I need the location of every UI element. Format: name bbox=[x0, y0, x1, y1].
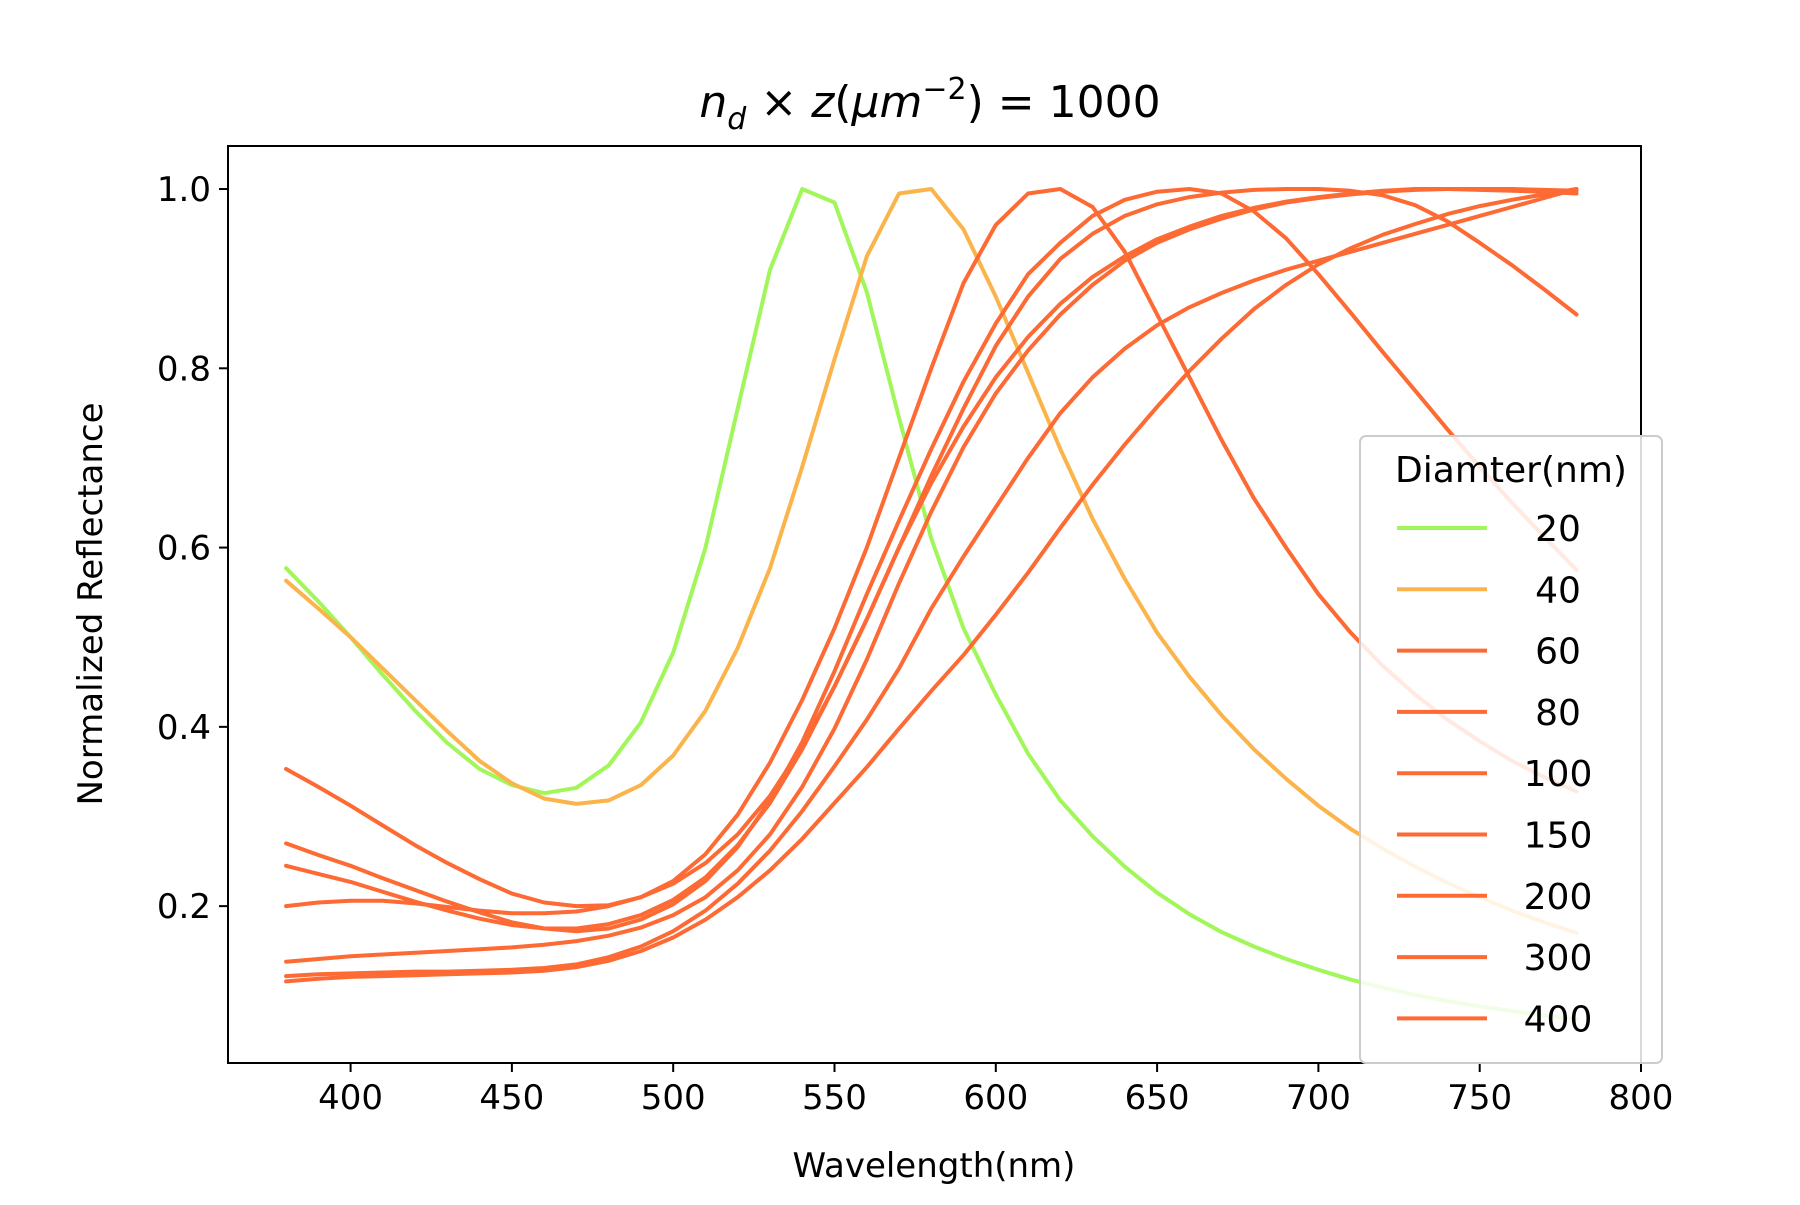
series-line-300 bbox=[284, 187, 1579, 979]
legend-item-20: 20 bbox=[1397, 509, 1581, 550]
x-tick-label: 600 bbox=[963, 1078, 1028, 1118]
legend-item-40: 40 bbox=[1397, 570, 1581, 611]
x-tick-label: 500 bbox=[641, 1078, 706, 1118]
legend-label: 60 bbox=[1535, 632, 1581, 673]
legend-label: 200 bbox=[1524, 877, 1593, 918]
x-tick-label: 400 bbox=[318, 1078, 383, 1118]
legend-label: 150 bbox=[1524, 816, 1593, 857]
chart-title: nd × z(μm−2) = 1000 bbox=[699, 72, 1160, 137]
legend-item-300: 300 bbox=[1397, 938, 1592, 979]
legend-label: 300 bbox=[1524, 938, 1593, 979]
legend-label: 20 bbox=[1535, 509, 1581, 550]
legend-title: Diamter(nm) bbox=[1395, 450, 1627, 491]
y-axis-label: Normalized Reflectance bbox=[71, 403, 111, 806]
y-tick-label: 0.2 bbox=[157, 887, 211, 927]
y-tick-label: 0.4 bbox=[157, 708, 211, 748]
series-line-80 bbox=[284, 187, 1579, 934]
x-tick-label: 650 bbox=[1125, 1078, 1190, 1118]
legend: Diamter(nm) 20 40 60 80 100 150 200 300 400 bbox=[1359, 435, 1663, 1064]
legend-item-80: 80 bbox=[1397, 693, 1581, 734]
legend-item-150: 150 bbox=[1397, 816, 1592, 857]
y-tick-label: 0.8 bbox=[157, 349, 211, 389]
series-line-200 bbox=[284, 187, 1579, 964]
x-tick-label: 450 bbox=[479, 1078, 544, 1118]
x-tick-label: 700 bbox=[1286, 1078, 1351, 1118]
x-tick-label: 750 bbox=[1447, 1078, 1512, 1118]
legend-item-400: 400 bbox=[1397, 999, 1592, 1040]
legend-label: 100 bbox=[1524, 754, 1593, 795]
series-layer bbox=[284, 187, 1579, 1022]
legend-box bbox=[1359, 435, 1663, 1064]
y-tick-label: 0.6 bbox=[157, 529, 211, 569]
legend-label: 80 bbox=[1535, 693, 1581, 734]
y-tick-label: 1.0 bbox=[157, 170, 211, 210]
legend-item-100: 100 bbox=[1397, 754, 1592, 795]
legend-label: 40 bbox=[1535, 570, 1581, 611]
legend-item-200: 200 bbox=[1397, 877, 1592, 918]
x-tick-label: 800 bbox=[1609, 1078, 1674, 1118]
x-axis-ticks: 400 450 500 550 600 650 700 750 800 bbox=[318, 1063, 1673, 1118]
x-axis-label: Wavelength(nm) bbox=[793, 1146, 1076, 1186]
legend-label: 400 bbox=[1524, 999, 1593, 1040]
y-axis-ticks: 0.2 0.4 0.6 0.8 1.0 bbox=[157, 170, 228, 927]
series-line-400 bbox=[284, 187, 1579, 984]
x-tick-label: 550 bbox=[802, 1078, 867, 1118]
legend-items: 20 40 60 80 100 150 200 300 400 bbox=[1397, 509, 1592, 1040]
legend-item-60: 60 bbox=[1397, 632, 1581, 673]
